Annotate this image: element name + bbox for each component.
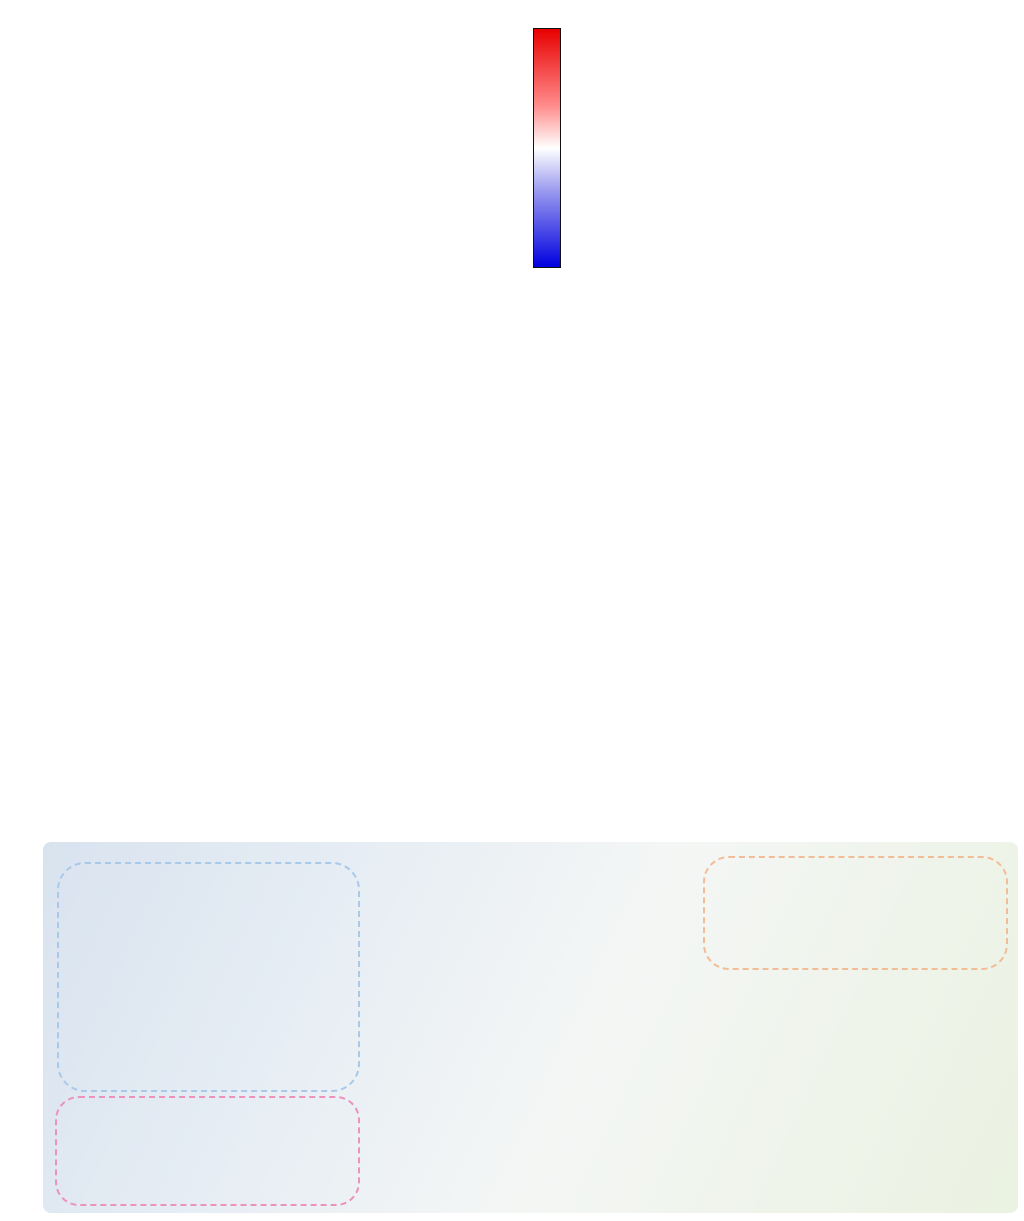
co-redox-box xyxy=(57,862,360,1092)
schematic-graphics xyxy=(0,820,1024,1221)
xrd-cycling-chart xyxy=(600,0,1024,575)
xps-k2p-chart xyxy=(300,315,610,565)
schematic-background xyxy=(43,842,1018,1213)
intensity-colorbar xyxy=(533,28,561,268)
o2-redox-box xyxy=(55,1096,360,1206)
xrd-zn-chart xyxy=(600,575,1024,825)
panel-a-axes xyxy=(0,0,600,315)
xps-zn2p-chart xyxy=(0,560,310,822)
xps-o1s-chart xyxy=(300,560,610,822)
zn-redox-box xyxy=(703,856,1008,970)
xps-co2p-chart xyxy=(0,315,310,565)
raman-heatmap xyxy=(95,16,481,266)
